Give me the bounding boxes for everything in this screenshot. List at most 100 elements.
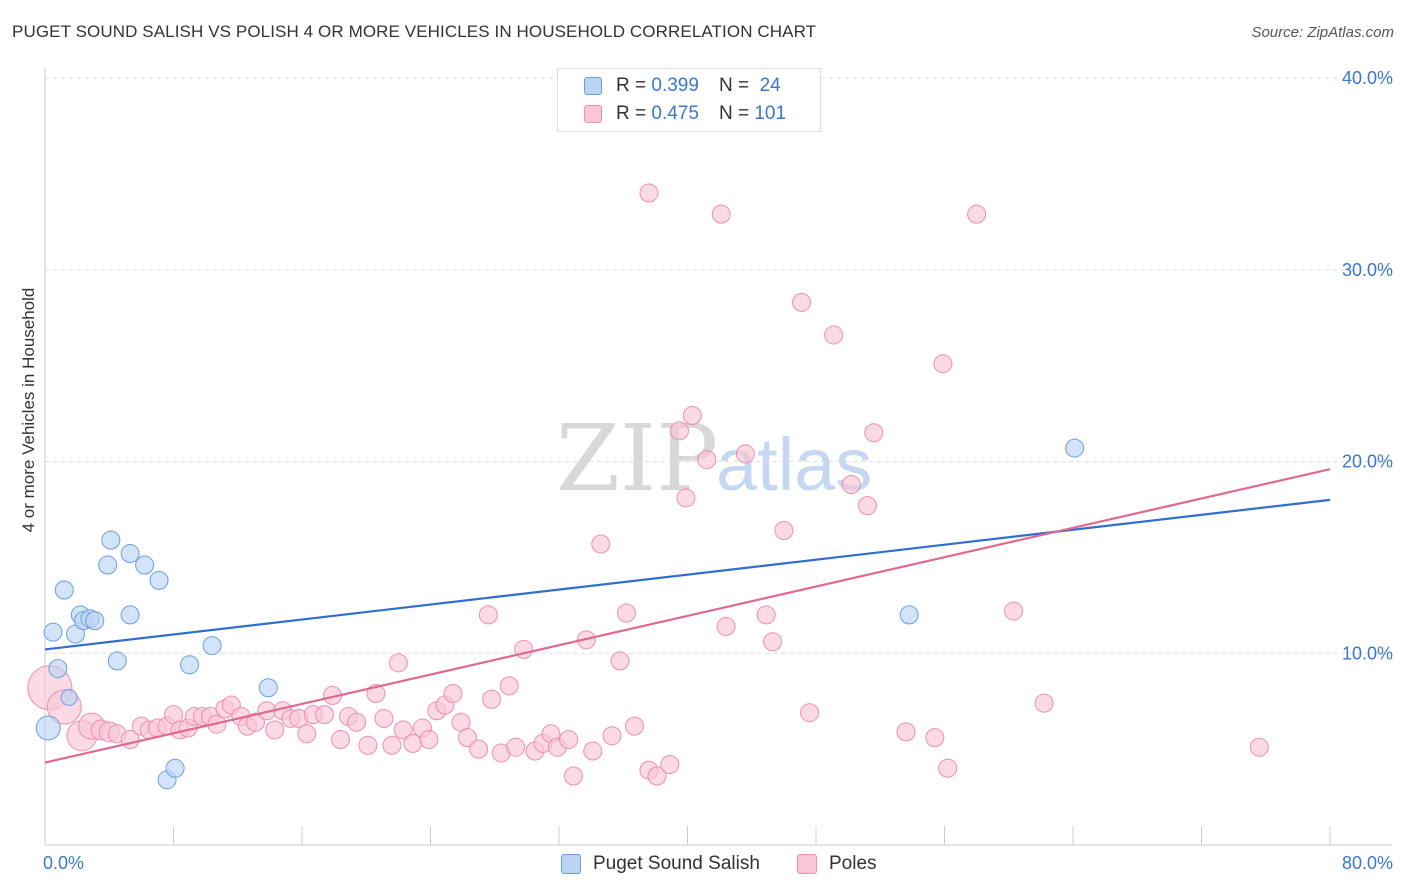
bottom-legend-label-salish: Puget Sound Salish — [593, 853, 760, 874]
tick-labels: 10.0% 20.0% 30.0% 40.0% 0.0% 80.0% — [43, 68, 1393, 873]
poles-point — [559, 730, 579, 750]
poles-point — [1004, 601, 1024, 621]
salish-point — [101, 530, 121, 550]
poles-point — [469, 739, 489, 759]
bottom-legend-salish: Puget Sound Salish — [561, 852, 760, 876]
poles-point — [1034, 693, 1054, 713]
poles-trend-line — [44, 468, 1331, 764]
legend-swatch-poles — [584, 105, 602, 123]
poles-point — [347, 712, 367, 732]
poles-point — [624, 716, 644, 736]
poles-point — [735, 444, 755, 464]
poles-point — [583, 741, 603, 761]
poles-point — [824, 325, 844, 345]
legend-row-poles: R = 0.475 N = 101 — [584, 101, 786, 127]
bottom-legend-swatch-poles — [797, 854, 817, 874]
poles-point — [265, 720, 285, 740]
salish-point — [54, 580, 74, 600]
legend-r-value-poles: 0.475 — [651, 103, 699, 124]
chart-title: PUGET SOUND SALISH VS POLISH 4 OR MORE V… — [12, 22, 817, 41]
legend-r-value-salish: 0.399 — [651, 75, 699, 96]
salish-point — [1065, 438, 1085, 458]
poles-point — [388, 653, 408, 673]
salish-point — [135, 555, 155, 575]
grid-lines — [45, 77, 1392, 654]
poles-point — [676, 488, 696, 508]
salish-point — [165, 758, 185, 778]
poles-point — [857, 496, 877, 516]
poles-point — [499, 676, 519, 696]
poles-point — [482, 689, 502, 709]
poles-point — [864, 423, 884, 443]
salish-point — [180, 655, 200, 675]
poles-point — [639, 183, 659, 203]
salish-point — [48, 659, 68, 679]
poles-point — [792, 292, 812, 312]
correlation-legend: R = 0.399 N = 24 R = 0.475 N = 101 — [557, 68, 821, 132]
axes — [44, 68, 1392, 846]
bottom-legend-swatch-salish — [561, 854, 581, 874]
poles-point — [506, 737, 526, 757]
poles-point — [967, 204, 987, 224]
poles-point — [563, 766, 583, 786]
poles-point — [245, 712, 265, 732]
y-tick-label: 10.0% — [1342, 643, 1393, 663]
salish-point — [85, 611, 105, 631]
poles-point — [800, 703, 820, 723]
poles-point — [358, 735, 378, 755]
poles-point — [841, 475, 861, 495]
salish-point — [35, 715, 61, 741]
poles-point — [896, 722, 916, 742]
poles-point — [393, 720, 413, 740]
legend-r-label: R = — [616, 75, 647, 96]
salish-point — [60, 688, 78, 706]
poles-point — [756, 605, 776, 625]
salish-point — [899, 605, 919, 625]
poles-point — [669, 421, 689, 441]
x-tick-label: 0.0% — [43, 853, 84, 873]
source-credit: Source: ZipAtlas.com — [1251, 24, 1394, 41]
poles-point — [711, 204, 731, 224]
salish-point — [107, 651, 127, 671]
poles-point — [933, 354, 953, 374]
bottom-legend-label-poles: Poles — [829, 853, 877, 874]
poles-point — [591, 534, 611, 554]
legend-n-value-poles: 101 — [754, 103, 787, 124]
salish-point — [98, 555, 118, 575]
legend-r-label: R = — [616, 103, 647, 124]
poles-point — [697, 450, 717, 470]
poles-point — [682, 405, 702, 425]
poles-point — [660, 754, 680, 774]
poles-point — [403, 733, 423, 753]
poles-point — [602, 726, 622, 746]
poles-point — [314, 705, 334, 725]
poles-point — [478, 605, 498, 625]
bottom-legend-poles: Poles — [797, 852, 877, 876]
poles-point — [382, 735, 402, 755]
salish-point — [120, 605, 140, 625]
poles-point — [610, 651, 630, 671]
poles-point — [443, 684, 463, 704]
salish-point — [120, 544, 140, 564]
legend-n-value-salish: 24 — [759, 75, 781, 96]
salish-point — [202, 636, 222, 656]
salish-point — [149, 570, 169, 590]
poles-point — [925, 728, 945, 748]
legend-swatch-salish — [584, 77, 602, 95]
salish-trend-line — [44, 498, 1331, 651]
poles-point — [297, 724, 317, 744]
y-tick-label: 20.0% — [1342, 452, 1393, 472]
puget-sound-salish-points — [35, 438, 1085, 790]
x-tick-label: 80.0% — [1342, 853, 1393, 873]
poles-point — [374, 708, 394, 728]
poles-point — [716, 616, 736, 636]
poles-point — [938, 758, 958, 778]
legend-row-salish: R = 0.399 N = 24 — [584, 73, 781, 99]
poles-point — [763, 632, 783, 652]
salish-point — [43, 622, 63, 642]
y-tick-label: 30.0% — [1342, 260, 1393, 280]
poles-point — [647, 766, 667, 786]
poles-point — [457, 728, 477, 748]
poles-point — [774, 521, 794, 541]
